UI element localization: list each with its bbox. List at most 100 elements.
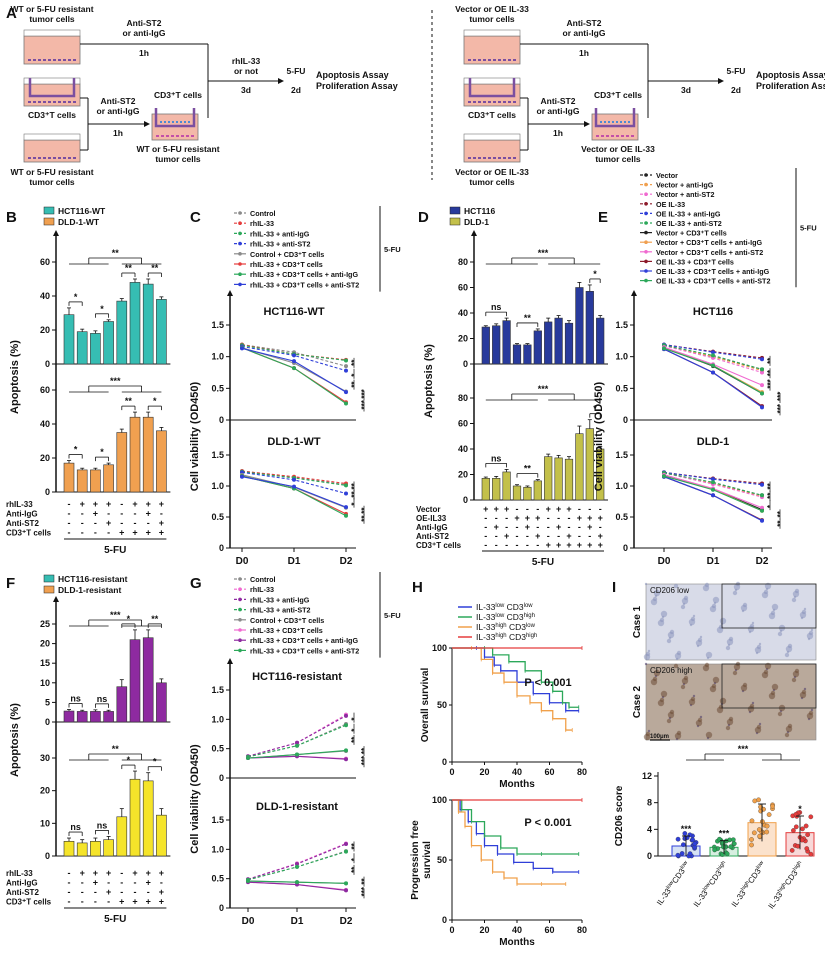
text-part: IL-33 — [476, 612, 496, 622]
x-axis-title: Months — [499, 937, 535, 948]
time-label: 3d — [681, 85, 691, 95]
bar — [129, 778, 141, 857]
y-tick-label: 0 — [219, 543, 224, 553]
left-coculture-insert — [151, 108, 199, 141]
bar — [142, 780, 154, 857]
x-tick-label: 60 — [544, 767, 554, 777]
y-tick-label: 0 — [45, 359, 50, 369]
data-point — [344, 881, 348, 886]
sig-label: ** — [360, 507, 369, 514]
legend-tag: 5-FU — [800, 224, 817, 233]
y-axis-arrow — [471, 230, 477, 236]
data-point — [246, 756, 250, 761]
assay-label: Apoptosis Assay — [316, 70, 389, 80]
coculture-label: Vector or OE IL-33 — [581, 144, 655, 154]
y-axis-title: Apoptosis (%) — [423, 344, 435, 418]
data-point — [292, 366, 296, 371]
y-tick-label: 0 — [45, 717, 50, 727]
y-axis-title: Apoptosis (%) — [9, 340, 21, 414]
row-label: OE-IL33 — [416, 514, 447, 523]
data-point — [711, 493, 715, 498]
sig-label: ** — [350, 490, 359, 497]
sign: + — [504, 531, 509, 541]
cell-nucleus — [680, 684, 686, 690]
cell-nucleus — [712, 676, 720, 684]
row-label: rhIL-33 — [6, 500, 33, 509]
sign: - — [68, 509, 71, 519]
legend-tag: 5-FU — [384, 245, 401, 254]
y-tick-label: 10 — [40, 678, 50, 688]
sign: + — [159, 518, 164, 528]
tumor-cells-label: WT or 5-FU resistant — [10, 167, 93, 177]
time-label: 1h — [579, 48, 589, 58]
data-point — [344, 713, 348, 718]
sign: + — [106, 887, 111, 897]
group-label: IL-33lowCD3low — [655, 859, 692, 907]
legend-label: Control + CD3⁺T cells — [250, 250, 324, 259]
legend-marker — [238, 587, 242, 591]
image-label: CD206 low — [650, 586, 689, 595]
sig-label: *** — [360, 388, 369, 398]
treatment-label: or not — [234, 66, 258, 76]
sig-label: ** — [151, 614, 159, 624]
data-point — [292, 359, 296, 364]
assay-label: Proliferation Assay — [316, 81, 398, 91]
cell-nucleus — [644, 582, 648, 586]
superscript: high — [495, 633, 506, 639]
sign: - — [547, 531, 550, 541]
sign: - — [160, 509, 163, 519]
text-part: CD3 — [507, 622, 527, 632]
sign: - — [495, 540, 498, 550]
data-point — [690, 837, 696, 843]
text-part: IL-33 — [476, 622, 496, 632]
x-tick-label: 80 — [577, 925, 587, 935]
legend-label: IL-33high CD3high — [476, 632, 537, 642]
legend-label: OE IL-33 + CD3⁺T cells + anti-IgG — [656, 267, 770, 276]
cell-nucleus — [652, 596, 658, 602]
sign: - — [68, 868, 71, 878]
data-point — [662, 346, 666, 351]
data-point — [692, 841, 698, 847]
y-tick-label: 0 — [219, 903, 224, 913]
data-point — [711, 350, 715, 355]
cell-nucleus — [647, 649, 651, 653]
image-label: CD206 high — [650, 666, 692, 675]
sign: - — [484, 531, 487, 541]
y-tick-label: 60 — [458, 283, 468, 293]
x-tick-label: 80 — [577, 767, 587, 777]
sign: - — [68, 878, 71, 888]
sign: + — [106, 868, 111, 878]
legend-swatch — [43, 574, 55, 583]
cell-nucleus — [644, 662, 648, 666]
tumor-cells-label: tumor cells — [29, 14, 75, 24]
bar — [103, 321, 114, 365]
data-point — [760, 383, 764, 388]
sig-label: ** — [112, 248, 120, 258]
bar — [129, 639, 141, 723]
data-point — [292, 484, 296, 489]
bar — [129, 416, 141, 493]
y-axis-title: Progression free — [410, 820, 421, 900]
data-point — [295, 743, 299, 748]
y-tick-label: 40 — [40, 291, 50, 301]
legend-marker — [238, 252, 242, 256]
data-point — [720, 852, 725, 857]
bar — [481, 326, 490, 365]
y-tick-label: 40 — [40, 419, 50, 429]
bar — [156, 430, 167, 493]
sign: - — [588, 531, 591, 541]
cell-nucleus — [763, 589, 769, 595]
bar — [512, 485, 522, 501]
data-point — [675, 852, 681, 858]
sign: + — [93, 509, 98, 519]
cell-nucleus — [704, 582, 710, 588]
data-point — [711, 480, 715, 485]
y-tick-label: 0 — [623, 415, 628, 425]
y-tick-label: 0.5 — [211, 744, 224, 754]
y-tick-label: 0 — [45, 487, 50, 497]
data-point — [724, 851, 730, 857]
data-point — [721, 844, 726, 850]
